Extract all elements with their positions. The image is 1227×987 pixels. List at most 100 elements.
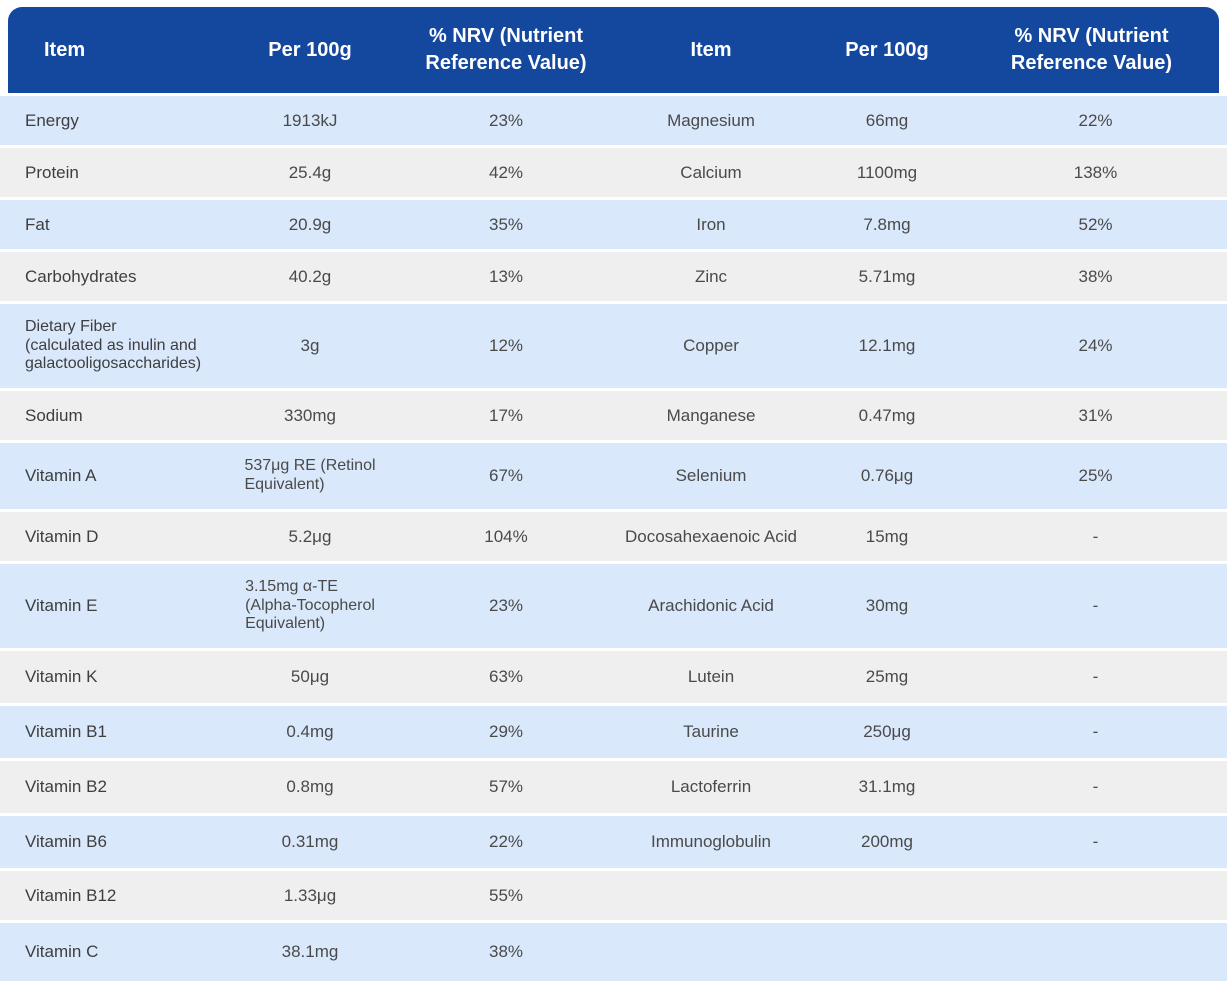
item-cell-left: Dietary Fiber (calculated as inulin and … — [0, 304, 220, 388]
item-cell-left: Sodium — [0, 391, 220, 440]
table-row: Dietary Fiber (calculated as inulin and … — [0, 304, 1227, 388]
header-nrv-left: % NRV (Nutrient Reference Value) — [425, 25, 587, 74]
nrv-cell-left: 22% — [400, 816, 612, 868]
nrv-cell-right: 24% — [964, 304, 1227, 388]
item-cell-left: Energy — [0, 96, 220, 145]
nrv-cell-left: 12% — [400, 304, 612, 388]
table-row: Vitamin E 3.15mg α-TE (Alpha-Tocopherol E… — [0, 564, 1227, 648]
nrv-cell-right: - — [964, 816, 1227, 868]
per100g-cell-left: 1.33μg — [220, 871, 400, 920]
per100g-cell-left: 40.2g — [220, 252, 400, 301]
table-row: Vitamin B12 1.33μg 55% — [0, 871, 1227, 920]
per100g-cell-right: 250μg — [810, 706, 964, 758]
nrv-cell-right: 22% — [964, 96, 1227, 145]
item-cell-right: Magnesium — [612, 96, 810, 145]
per100g-cell-right: 12.1mg — [810, 304, 964, 388]
item-cell-right: Lactoferrin — [612, 761, 810, 813]
item-cell-left: Fat — [0, 200, 220, 249]
per100g-cell-right — [810, 871, 964, 920]
table-row: Vitamin B6 0.31mg 22% Immunoglobulin 200mg - — [0, 816, 1227, 868]
header-per100g-right: Per 100g — [845, 38, 929, 61]
nrv-cell-left: 17% — [400, 391, 612, 440]
header-item-left: Item — [44, 38, 86, 61]
per100g-cell-left: 25.4g — [220, 148, 400, 197]
nrv-cell-left: 13% — [400, 252, 612, 301]
header-item-right: Item — [690, 38, 732, 61]
nrv-cell-left: 35% — [400, 200, 612, 249]
item-cell-left: Vitamin K — [0, 651, 220, 703]
table-row: Vitamin B2 0.8mg 57% Lactoferrin 31.1mg - — [0, 761, 1227, 813]
item-cell-right — [612, 923, 810, 981]
item-cell-right: Arachidonic Acid — [612, 564, 810, 648]
nutrition-table: Energy 1913kJ 23% Magnesium 66mg 22% Protein 25… — [0, 93, 1227, 984]
nrv-cell-right: - — [964, 761, 1227, 813]
per100g-cell-right: 0.47mg — [810, 391, 964, 440]
per100g-cell-right: 31.1mg — [810, 761, 964, 813]
per100g-cell-left: 3g — [220, 304, 400, 388]
item-cell-left: Vitamin B2 — [0, 761, 220, 813]
table-row: Vitamin A 537μg RE (Retinol Equivalent) 67… — [0, 443, 1227, 509]
item-cell-left: Vitamin C — [0, 923, 220, 981]
item-cell-left: Carbohydrates — [0, 252, 220, 301]
item-cell-right: Selenium — [612, 443, 810, 509]
nrv-cell-left: 29% — [400, 706, 612, 758]
per100g-cell-left: 3.15mg α-TE (Alpha-Tocopherol Equivalent… — [220, 564, 400, 648]
item-cell-right: Lutein — [612, 651, 810, 703]
table-row: Fat 20.9g 35% Iron 7.8mg 52% — [0, 200, 1227, 249]
table-row: Protein 25.4g 42% Calcium 1100mg 138% — [0, 148, 1227, 197]
nrv-cell-left: 104% — [400, 512, 612, 561]
table-row: Sodium 330mg 17% Manganese 0.47mg 31% — [0, 391, 1227, 440]
item-cell-right: Calcium — [612, 148, 810, 197]
table-row: Vitamin B1 0.4mg 29% Taurine 250μg - — [0, 706, 1227, 758]
per100g-cell-right: 1100mg — [810, 148, 964, 197]
nrv-cell-right: 25% — [964, 443, 1227, 509]
per100g-cell-right: 7.8mg — [810, 200, 964, 249]
table-row: Vitamin D 5.2μg 104% Docosahexaenoic Acid 15… — [0, 512, 1227, 561]
per100g-cell-right — [810, 923, 964, 981]
table-row: Vitamin C 38.1mg 38% — [0, 923, 1227, 981]
per100g-cell-left: 0.4mg — [220, 706, 400, 758]
per100g-cell-right: 30mg — [810, 564, 964, 648]
per100g-cell-left: 330mg — [220, 391, 400, 440]
nrv-cell-left: 23% — [400, 564, 612, 648]
nrv-cell-right: 31% — [964, 391, 1227, 440]
table-row: Carbohydrates 40.2g 13% Zinc 5.71mg 38% — [0, 252, 1227, 301]
item-cell-left: Vitamin D — [0, 512, 220, 561]
item-cell-left: Protein — [0, 148, 220, 197]
per100g-cell-left: 50μg — [220, 651, 400, 703]
item-cell-right: Copper — [612, 304, 810, 388]
header-per100g-left: Per 100g — [268, 38, 352, 61]
nrv-cell-left: 67% — [400, 443, 612, 509]
nrv-cell-right: 52% — [964, 200, 1227, 249]
item-cell-left: Vitamin B1 — [0, 706, 220, 758]
nrv-cell-right: 138% — [964, 148, 1227, 197]
table-row: Vitamin K 50μg 63% Lutein 25mg - — [0, 651, 1227, 703]
per100g-cell-left: 38.1mg — [220, 923, 400, 981]
per100g-cell-left: 1913kJ — [220, 96, 400, 145]
per100g-cell-right: 15mg — [810, 512, 964, 561]
item-cell-left: Vitamin B12 — [0, 871, 220, 920]
table-row: Energy 1913kJ 23% Magnesium 66mg 22% — [0, 96, 1227, 145]
per100g-cell-left: 0.31mg — [220, 816, 400, 868]
item-cell-left: Vitamin E — [0, 564, 220, 648]
nrv-cell-right: - — [964, 512, 1227, 561]
nrv-cell-right — [964, 923, 1227, 981]
per100g-cell-left: 537μg RE (Retinol Equivalent) — [220, 443, 400, 509]
per100g-cell-right: 200mg — [810, 816, 964, 868]
nrv-cell-left: 57% — [400, 761, 612, 813]
item-cell-left: Vitamin B6 — [0, 816, 220, 868]
item-cell-right: Manganese — [612, 391, 810, 440]
item-cell-right: Zinc — [612, 252, 810, 301]
nrv-cell-right — [964, 871, 1227, 920]
nutrition-table-body: Energy 1913kJ 23% Magnesium 66mg 22% Protein 25… — [0, 96, 1227, 981]
item-cell-right: Taurine — [612, 706, 810, 758]
item-cell-right — [612, 871, 810, 920]
per100g-cell-left: 5.2μg — [220, 512, 400, 561]
nrv-cell-left: 23% — [400, 96, 612, 145]
nrv-cell-left: 38% — [400, 923, 612, 981]
per100g-cell-right: 5.71mg — [810, 252, 964, 301]
item-cell-right: Docosahexaenoic Acid — [612, 512, 810, 561]
nrv-cell-right: - — [964, 706, 1227, 758]
nrv-cell-left: 42% — [400, 148, 612, 197]
